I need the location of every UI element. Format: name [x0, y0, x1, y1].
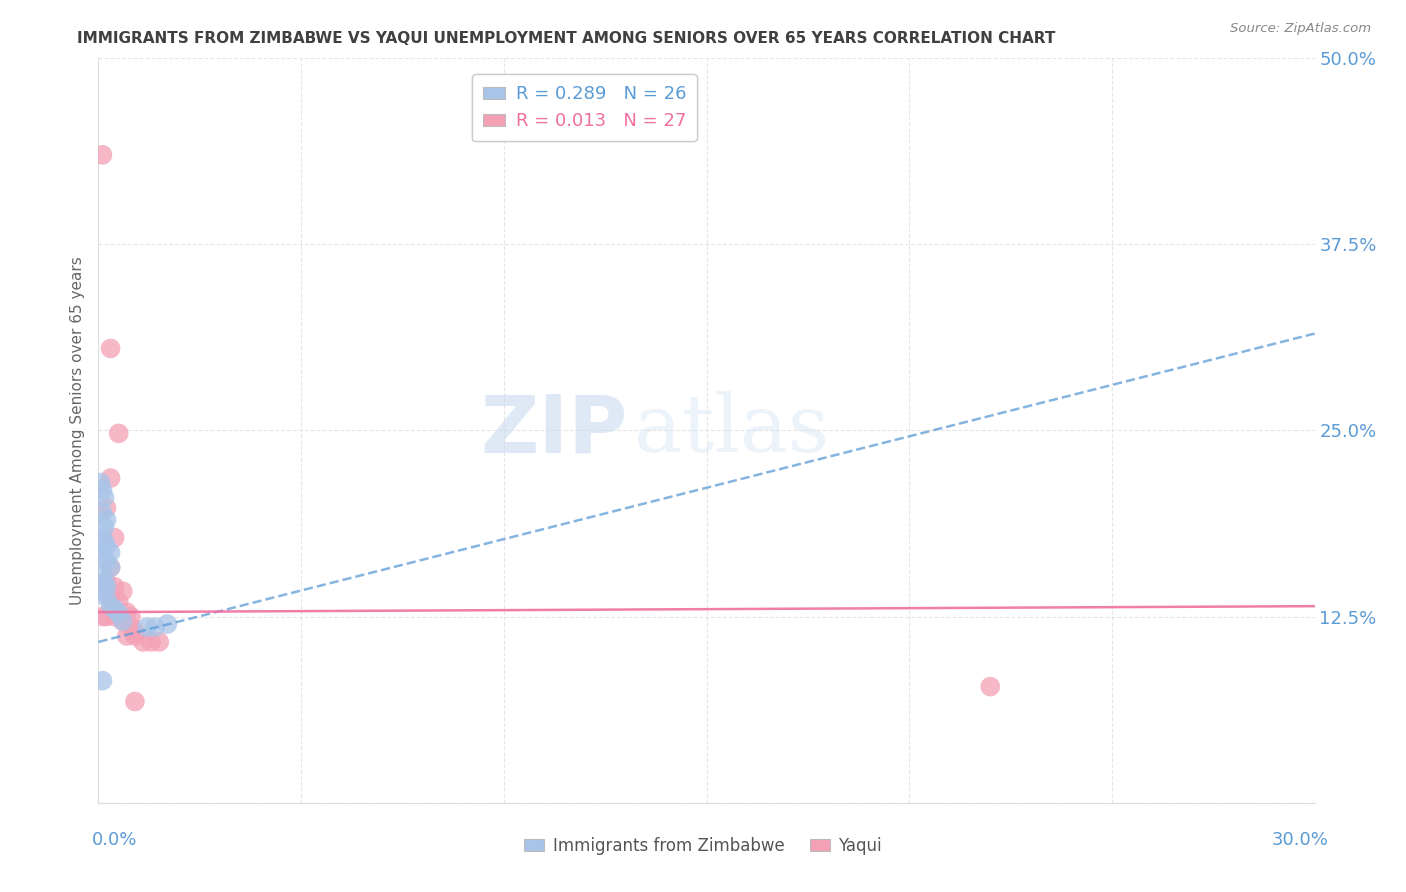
Text: 30.0%: 30.0% — [1272, 831, 1329, 849]
Point — [91, 148, 114, 162]
Point — [107, 607, 129, 621]
Point — [111, 584, 134, 599]
Point — [120, 609, 142, 624]
Point — [91, 549, 114, 564]
Y-axis label: Unemployment Among Seniors over 65 years: Unemployment Among Seniors over 65 years — [69, 256, 84, 605]
Point — [120, 620, 142, 634]
Point — [100, 560, 122, 574]
Text: atlas: atlas — [634, 392, 828, 469]
Point — [93, 535, 115, 549]
Point — [124, 624, 146, 639]
Point — [139, 635, 162, 649]
Text: IMMIGRANTS FROM ZIMBABWE VS YAQUI UNEMPLOYMENT AMONG SENIORS OVER 65 YEARS CORRE: IMMIGRANTS FROM ZIMBABWE VS YAQUI UNEMPL… — [77, 31, 1056, 46]
Point — [91, 569, 114, 583]
Point — [91, 673, 114, 688]
Point — [91, 609, 114, 624]
Point — [93, 491, 115, 505]
Point — [104, 531, 127, 545]
Point — [104, 602, 127, 616]
Point — [104, 580, 127, 594]
Point — [111, 614, 134, 628]
Point — [100, 560, 122, 574]
Point — [115, 629, 138, 643]
Point — [96, 580, 118, 594]
Point — [136, 620, 159, 634]
Text: Source: ZipAtlas.com: Source: ZipAtlas.com — [1230, 22, 1371, 36]
Point — [132, 635, 155, 649]
Text: ZIP: ZIP — [481, 392, 627, 469]
Point — [96, 500, 118, 515]
Point — [96, 554, 118, 568]
Point — [96, 591, 118, 605]
Point — [156, 617, 179, 632]
Point — [96, 540, 118, 554]
Point — [96, 575, 118, 590]
Point — [115, 605, 138, 619]
Point — [100, 591, 122, 605]
Point — [979, 680, 1001, 694]
Legend: Immigrants from Zimbabwe, Yaqui: Immigrants from Zimbabwe, Yaqui — [517, 830, 889, 862]
Point — [96, 513, 118, 527]
Text: 0.0%: 0.0% — [91, 831, 136, 849]
Point — [89, 475, 111, 490]
Point — [107, 595, 129, 609]
Point — [100, 545, 122, 559]
Point — [91, 483, 114, 497]
Point — [93, 575, 115, 590]
Point — [93, 520, 115, 534]
Point — [143, 620, 166, 634]
Point — [91, 584, 114, 599]
Legend: R = 0.289   N = 26, R = 0.013   N = 27: R = 0.289 N = 26, R = 0.013 N = 27 — [472, 74, 697, 141]
Point — [111, 614, 134, 628]
Point — [100, 599, 122, 614]
Point — [124, 694, 146, 708]
Point — [96, 609, 118, 624]
Point — [100, 471, 122, 485]
Point — [124, 629, 146, 643]
Point — [148, 635, 170, 649]
Point — [104, 609, 127, 624]
Point — [107, 426, 129, 441]
Point — [100, 342, 122, 356]
Point — [91, 531, 114, 545]
Point — [91, 505, 114, 519]
